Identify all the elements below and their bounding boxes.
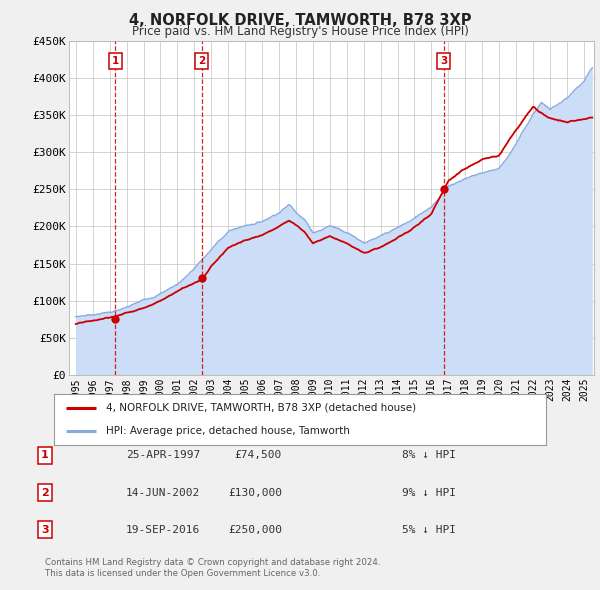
HPI: Average price, detached house, Tamworth: (2.01e+03, 2.25e+05): Average price, detached house, Tamworth:… [281,205,289,212]
4, NORFOLK DRIVE, TAMWORTH, B78 3XP (detached house) [281,219,288,227]
Text: 2: 2 [199,56,206,66]
4, NORFOLK DRIVE, TAMWORTH, B78 3XP (detached house) [484,155,491,162]
Text: £250,000: £250,000 [228,525,282,535]
Text: 14-JUN-2002: 14-JUN-2002 [126,488,200,497]
Text: 5% ↓ HPI: 5% ↓ HPI [402,525,456,535]
4, NORFOLK DRIVE, TAMWORTH, B78 3XP (detached house) [475,158,482,165]
Text: 19-SEP-2016: 19-SEP-2016 [126,525,200,535]
Text: Contains HM Land Registry data © Crown copyright and database right 2024.
This d: Contains HM Land Registry data © Crown c… [45,558,380,578]
Text: 1: 1 [41,451,49,460]
Text: 8% ↓ HPI: 8% ↓ HPI [402,451,456,460]
HPI: Average price, detached house, Tamworth: (2e+03, 7.82e+04): Average price, detached house, Tamworth:… [72,313,79,320]
Text: £130,000: £130,000 [228,488,282,497]
HPI: Average price, detached house, Tamworth: (2e+03, 7.82e+04): Average price, detached house, Tamworth:… [73,313,80,320]
4, NORFOLK DRIVE, TAMWORTH, B78 3XP (detached house) [299,228,307,235]
4, NORFOLK DRIVE, TAMWORTH, B78 3XP (detached house) [589,114,596,121]
4, NORFOLK DRIVE, TAMWORTH, B78 3XP (detached house) [72,320,79,327]
Text: 2: 2 [41,488,49,497]
4, NORFOLK DRIVE, TAMWORTH, B78 3XP (detached house) [427,211,434,218]
HPI: Average price, detached house, Tamworth: (2.02e+03, 2.71e+05): Average price, detached house, Tamworth:… [475,170,482,177]
Line: 4, NORFOLK DRIVE, TAMWORTH, B78 3XP (detached house): 4, NORFOLK DRIVE, TAMWORTH, B78 3XP (det… [76,107,592,324]
HPI: Average price, detached house, Tamworth: (2.01e+03, 2.1e+05): Average price, detached house, Tamworth:… [300,215,307,222]
Text: 4, NORFOLK DRIVE, TAMWORTH, B78 3XP: 4, NORFOLK DRIVE, TAMWORTH, B78 3XP [129,13,471,28]
Text: 1: 1 [112,56,119,66]
HPI: Average price, detached house, Tamworth: (2.02e+03, 2.26e+05): Average price, detached house, Tamworth:… [427,204,434,211]
HPI: Average price, detached house, Tamworth: (2.03e+03, 4.14e+05): Average price, detached house, Tamworth:… [589,64,596,71]
HPI: Average price, detached house, Tamworth: (2e+03, 9.19e+04): Average price, detached house, Tamworth:… [125,303,133,310]
Text: 9% ↓ HPI: 9% ↓ HPI [402,488,456,497]
Line: HPI: Average price, detached house, Tamworth: HPI: Average price, detached house, Tamw… [76,68,592,317]
Text: 4, NORFOLK DRIVE, TAMWORTH, B78 3XP (detached house): 4, NORFOLK DRIVE, TAMWORTH, B78 3XP (det… [106,402,416,412]
Text: £74,500: £74,500 [235,451,282,460]
Text: Price paid vs. HM Land Registry's House Price Index (HPI): Price paid vs. HM Land Registry's House … [131,25,469,38]
Text: 25-APR-1997: 25-APR-1997 [126,451,200,460]
HPI: Average price, detached house, Tamworth: (2.02e+03, 2.74e+05): Average price, detached house, Tamworth:… [485,168,492,175]
4, NORFOLK DRIVE, TAMWORTH, B78 3XP (detached house) [125,309,132,316]
4, NORFOLK DRIVE, TAMWORTH, B78 3XP (detached house) [530,103,537,110]
Text: 3: 3 [41,525,49,535]
Text: 3: 3 [440,56,447,66]
Text: HPI: Average price, detached house, Tamworth: HPI: Average price, detached house, Tamw… [106,427,350,437]
